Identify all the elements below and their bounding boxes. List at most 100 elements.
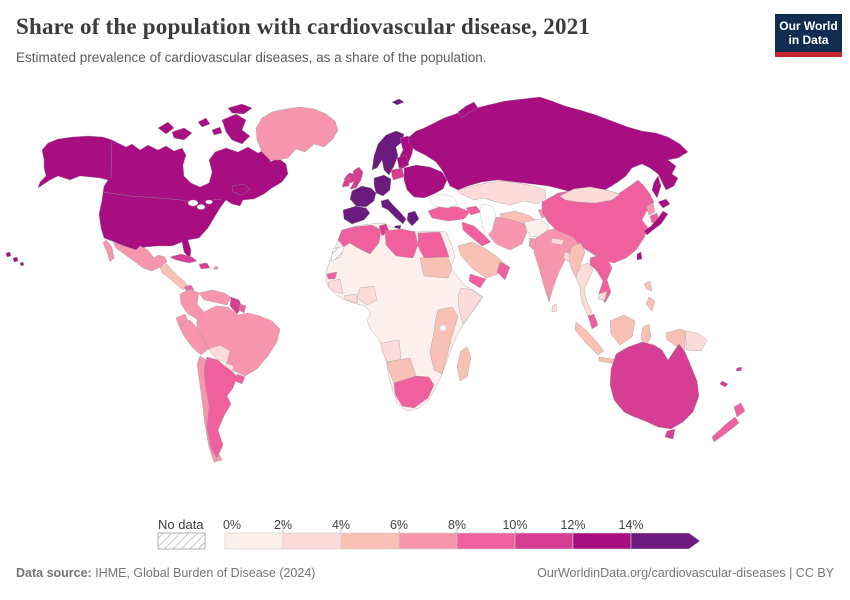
country-canada-arctic-banks[interactable]: [157, 121, 175, 135]
country-yemen[interactable]: [468, 273, 487, 289]
country-argentina[interactable]: [203, 356, 238, 459]
country-north-korea[interactable]: [645, 202, 656, 216]
country-taiwan[interactable]: [636, 251, 643, 261]
legend-bin-4[interactable]: [456, 532, 516, 550]
country-oman[interactable]: [496, 261, 511, 281]
country-sudan[interactable]: [419, 256, 453, 279]
region-western-sahara-nodata[interactable]: [330, 245, 345, 262]
legend-tick-labels: 0% 2% 4% 6% 8% 10% 12% 14%: [223, 518, 644, 532]
legend-bin-6[interactable]: [572, 532, 632, 550]
legend-no-data-label: No data: [158, 517, 204, 532]
country-russia-sakhalin[interactable]: [651, 175, 662, 199]
country-cuba[interactable]: [169, 253, 198, 264]
country-fiji[interactable]: [735, 366, 743, 372]
country-new-zealand[interactable]: [711, 402, 746, 443]
lake-victoria: [439, 324, 447, 332]
country-greenland[interactable]: [255, 106, 339, 161]
country-philippines[interactable]: [643, 280, 656, 312]
country-australia[interactable]: [609, 341, 700, 440]
legend-bin-5[interactable]: [514, 532, 574, 550]
owid-logo-line2: in Data: [788, 33, 829, 48]
country-ireland[interactable]: [341, 177, 351, 188]
great-lake-2: [196, 204, 206, 210]
country-russia[interactable]: [407, 96, 689, 195]
country-svalbard[interactable]: [391, 98, 405, 106]
country-egypt[interactable]: [417, 231, 450, 259]
data-source-label: Data source:: [16, 566, 92, 580]
country-canada-arctic-baffin[interactable]: [221, 113, 251, 145]
country-south-africa[interactable]: [393, 375, 435, 409]
great-lake-3: [205, 199, 213, 205]
country-senegal[interactable]: [326, 271, 338, 280]
legend-label-5: 10%: [502, 518, 527, 532]
country-algeria[interactable]: [347, 224, 382, 255]
country-russia-novaya-zemlya[interactable]: [457, 101, 479, 119]
region-ghana-ivory-coast[interactable]: [343, 293, 359, 304]
countries-layer: [5, 96, 746, 463]
owid-logo[interactable]: Our World in Data: [775, 14, 842, 57]
country-somalia[interactable]: [457, 287, 483, 325]
country-mexico[interactable]: [102, 239, 168, 272]
owid-logo-line1: Our World: [779, 19, 838, 33]
black-sea: [427, 193, 459, 209]
country-uk[interactable]: [349, 166, 364, 190]
country-cambodia[interactable]: [597, 290, 608, 301]
legend-bin-2[interactable]: [340, 532, 400, 550]
country-nepal[interactable]: [550, 237, 565, 246]
legend-label-0: 0%: [223, 518, 241, 532]
country-nigeria[interactable]: [356, 285, 378, 306]
country-newfoundland[interactable]: [231, 183, 251, 196]
great-lake-1: [187, 199, 199, 207]
region-guinea-west-coast[interactable]: [327, 278, 344, 295]
country-suriname[interactable]: [238, 303, 247, 314]
country-uruguay[interactable]: [234, 373, 246, 385]
country-turkey[interactable]: [427, 205, 471, 222]
country-poland[interactable]: [390, 167, 405, 181]
country-canada-arctic-victoria[interactable]: [171, 127, 193, 141]
legend-label-4: 8%: [448, 518, 466, 532]
country-iran[interactable]: [483, 216, 528, 251]
water-layer: [187, 193, 497, 332]
country-scandinavia[interactable]: [371, 130, 405, 176]
footer: Data source: IHME, Global Burden of Dise…: [16, 566, 834, 580]
country-papua-new-guinea[interactable]: [684, 330, 708, 352]
country-japan[interactable]: [643, 198, 671, 236]
legend-label-2: 4%: [332, 518, 350, 532]
country-puerto-rico[interactable]: [213, 266, 219, 270]
data-source-text: IHME, Global Burden of Disease (2024): [91, 566, 316, 580]
country-thailand[interactable]: [575, 262, 594, 317]
data-source: Data source: IHME, Global Burden of Dise…: [16, 566, 315, 580]
country-kazakhstan[interactable]: [457, 180, 547, 206]
country-canada-arctic-ellesmere[interactable]: [227, 103, 253, 115]
country-usa-hawaii[interactable]: [5, 251, 25, 267]
country-sri-lanka[interactable]: [551, 303, 558, 313]
country-mongolia-overlay[interactable]: [559, 186, 621, 204]
country-eastern-europe[interactable]: [396, 154, 448, 199]
country-angola[interactable]: [380, 339, 402, 363]
country-canada-usa[interactable]: [37, 135, 289, 260]
country-bolivia[interactable]: [207, 344, 231, 364]
country-canada-arctic-small2[interactable]: [211, 126, 223, 136]
map-legend: No data 0% 2% 4% 6: [157, 517, 701, 550]
legend-label-3: 6%: [390, 518, 408, 532]
region-east-africa[interactable]: [429, 306, 459, 375]
country-iraq-syria[interactable]: [461, 221, 492, 247]
page-title: Share of the population with cardiovascu…: [16, 14, 591, 39]
country-central-america[interactable]: [159, 263, 189, 291]
legend-no-data-swatch[interactable]: [157, 532, 206, 550]
us-canada-border: [102, 191, 223, 203]
country-new-caledonia[interactable]: [719, 380, 729, 388]
country-venezuela[interactable]: [198, 289, 232, 306]
legend-bin-7-arrow[interactable]: [630, 532, 701, 550]
footer-link[interactable]: OurWorldinData.org/cardiovascular-diseas…: [537, 566, 834, 580]
legend-bin-0[interactable]: [224, 532, 284, 550]
legend-bin-1[interactable]: [282, 532, 342, 550]
country-western-europe[interactable]: [342, 174, 420, 231]
page-subtitle: Estimated prevalence of cardiovascular d…: [16, 50, 487, 65]
country-hispaniola[interactable]: [198, 262, 211, 270]
country-libya[interactable]: [384, 228, 419, 259]
legend-bin-3[interactable]: [398, 532, 458, 550]
country-canada-arctic-small1[interactable]: [197, 117, 211, 128]
country-madagascar[interactable]: [456, 346, 472, 382]
